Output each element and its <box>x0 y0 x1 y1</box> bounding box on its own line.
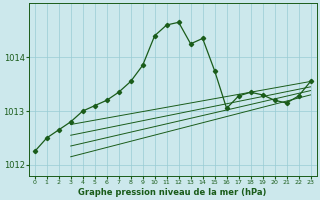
X-axis label: Graphe pression niveau de la mer (hPa): Graphe pression niveau de la mer (hPa) <box>78 188 267 197</box>
